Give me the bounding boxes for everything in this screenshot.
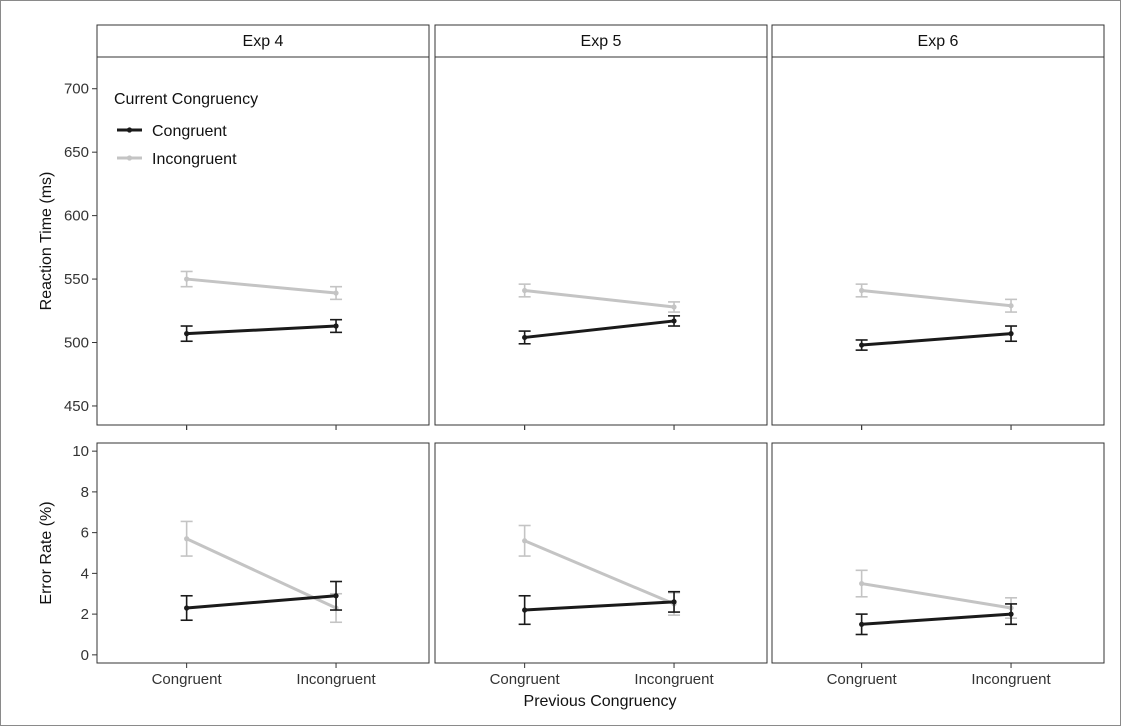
data-point-incongruent bbox=[184, 276, 190, 282]
y-axis-title: Reaction Time (ms) bbox=[38, 172, 55, 311]
x-tick-label: Incongruent bbox=[296, 671, 376, 688]
data-point-incongruent bbox=[522, 538, 528, 544]
data-point-incongruent bbox=[1008, 303, 1014, 309]
series-line-congruent bbox=[861, 332, 1012, 347]
panel-rt-exp-6 bbox=[771, 56, 1105, 426]
data-point-incongruent bbox=[522, 287, 528, 294]
data-point-congruent bbox=[522, 334, 528, 341]
strip-exp-5 bbox=[434, 24, 768, 58]
legend-point-congruent bbox=[126, 127, 133, 133]
panel-rt-exp-5 bbox=[434, 56, 768, 426]
data-point-congruent bbox=[859, 342, 865, 348]
data-point-incongruent bbox=[859, 580, 865, 587]
data-point-congruent bbox=[1008, 331, 1014, 337]
data-point-congruent bbox=[333, 593, 339, 599]
y-tick-label: 700 bbox=[64, 81, 89, 98]
data-point-incongruent bbox=[333, 290, 339, 296]
data-point-incongruent bbox=[184, 536, 190, 542]
x-tick-label: Incongruent bbox=[971, 671, 1051, 688]
y-tick-label: 4 bbox=[81, 565, 89, 582]
data-point-congruent bbox=[522, 607, 528, 613]
series-line-incongruent bbox=[861, 288, 1012, 308]
data-point-congruent bbox=[859, 621, 865, 627]
y-tick-label: 600 bbox=[64, 208, 89, 225]
y-tick-label: 8 bbox=[81, 484, 89, 501]
data-point-congruent bbox=[671, 318, 677, 324]
panel-er-exp-6 bbox=[771, 442, 1105, 664]
series-line-incongruent bbox=[524, 539, 675, 606]
x-tick-label: Incongruent bbox=[634, 671, 714, 688]
y-tick-label: 0 bbox=[81, 647, 89, 664]
data-point-congruent bbox=[333, 323, 339, 329]
x-axis-title: Previous Congruency bbox=[524, 693, 677, 710]
series-line-congruent bbox=[186, 324, 337, 336]
panel-er-exp-4 bbox=[96, 442, 430, 664]
series-line-incongruent bbox=[861, 582, 1012, 610]
panel-rt-exp-4 bbox=[96, 56, 430, 426]
series-line-incongruent bbox=[524, 288, 675, 309]
strip-label: Exp 4 bbox=[243, 33, 284, 50]
series-line-incongruent bbox=[186, 277, 337, 295]
legend-point-incongruent bbox=[126, 155, 133, 161]
y-tick-label: 650 bbox=[64, 144, 89, 161]
strip-label: Exp 5 bbox=[581, 33, 622, 50]
data-point-congruent bbox=[1008, 611, 1014, 617]
data-point-incongruent bbox=[859, 287, 865, 294]
y-tick-label: 2 bbox=[81, 606, 89, 623]
x-tick-label: Congruent bbox=[827, 671, 898, 688]
legend-title: Current Congruency bbox=[114, 91, 258, 108]
strip-label: Exp 6 bbox=[918, 33, 959, 50]
panel-er-exp-5 bbox=[434, 442, 768, 664]
strip-exp-6 bbox=[771, 24, 1105, 58]
series-line-congruent bbox=[524, 319, 675, 339]
legend-label: Congruent bbox=[152, 123, 227, 140]
y-tick-label: 550 bbox=[64, 271, 89, 288]
y-tick-label: 450 bbox=[64, 398, 89, 415]
series-line-congruent bbox=[861, 612, 1012, 626]
data-point-congruent bbox=[184, 605, 190, 611]
data-point-congruent bbox=[671, 599, 677, 605]
y-tick-label: 500 bbox=[64, 335, 89, 352]
data-point-congruent bbox=[184, 331, 190, 337]
series-line-congruent bbox=[524, 600, 675, 612]
data-point-incongruent bbox=[671, 304, 677, 310]
y-tick-label: 6 bbox=[81, 525, 89, 542]
x-tick-label: Congruent bbox=[152, 671, 223, 688]
legend-label: Incongruent bbox=[152, 151, 237, 168]
y-axis-title: Error Rate (%) bbox=[38, 501, 55, 604]
x-tick-label: Congruent bbox=[490, 671, 561, 688]
y-tick-label: 10 bbox=[72, 443, 89, 460]
series-line-congruent bbox=[186, 594, 337, 610]
